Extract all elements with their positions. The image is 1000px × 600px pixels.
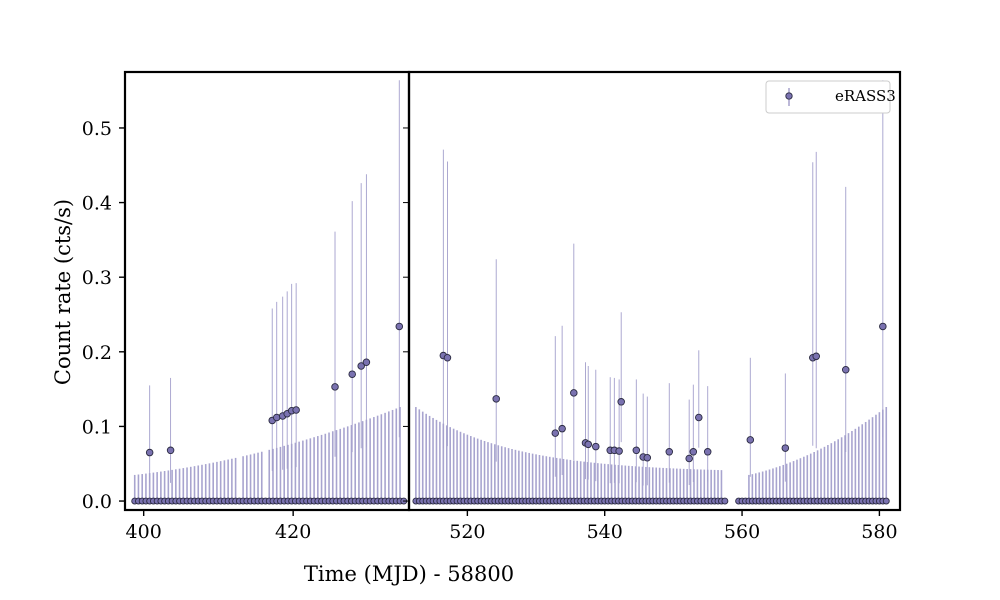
data-point xyxy=(292,406,300,414)
data-point xyxy=(443,354,452,362)
data-point xyxy=(331,383,339,391)
data-point xyxy=(643,454,652,462)
x-tick-label: 520 xyxy=(449,521,485,543)
data-point xyxy=(145,448,154,457)
data-point xyxy=(812,352,820,361)
x-axis-label: Time (MJD) - 58800 xyxy=(304,562,514,586)
x-tick-label: 560 xyxy=(724,521,760,543)
left-panel: 400 420 xyxy=(119,70,411,543)
data-point xyxy=(879,322,887,331)
data-point xyxy=(272,413,281,422)
data-point xyxy=(362,358,371,367)
data-point xyxy=(166,446,175,455)
data-point xyxy=(584,440,592,449)
y-axis-label: Count rate (cts/s) xyxy=(51,199,75,385)
data-point xyxy=(615,447,623,455)
x-tick-label: 580 xyxy=(861,521,897,543)
y-tick-label: 0.1 xyxy=(82,416,112,438)
y-tick-label: 0.4 xyxy=(82,193,112,215)
plot-area xyxy=(412,80,890,505)
legend: eRASS3 xyxy=(765,80,896,114)
y-tick-label: 0.0 xyxy=(82,491,112,513)
zero-rate-point xyxy=(721,497,729,505)
zero-rate-point xyxy=(882,497,890,505)
x-tick-label: 420 xyxy=(275,521,311,543)
data-point xyxy=(551,429,560,437)
data-point xyxy=(665,448,674,456)
y-tick-label: 0.5 xyxy=(82,118,112,140)
data-point xyxy=(348,370,356,378)
data-point xyxy=(695,413,703,422)
y-axis: 0.0 0.1 0.2 0.3 0.4 0.5 xyxy=(82,118,112,513)
data-point xyxy=(395,322,404,331)
x-tick-label: 540 xyxy=(587,521,623,543)
data-point xyxy=(632,446,641,455)
plot-area xyxy=(131,80,408,505)
data-point xyxy=(592,442,600,451)
data-point xyxy=(746,436,755,444)
data-point xyxy=(492,395,500,403)
data-point xyxy=(357,362,365,370)
data-point xyxy=(781,444,790,452)
legend-point-marker xyxy=(785,92,793,100)
panel-frame xyxy=(407,70,902,512)
data-point xyxy=(703,448,712,456)
data-point xyxy=(558,424,566,433)
y-tick-label: 0.3 xyxy=(82,267,112,289)
data-point xyxy=(841,365,850,374)
data-point xyxy=(570,389,578,397)
legend-box xyxy=(765,80,891,114)
data-point xyxy=(685,454,693,463)
right-panel: 520 540 560 580 xyxy=(403,70,902,543)
y-tick-label: 0.2 xyxy=(82,342,112,364)
data-point xyxy=(689,448,698,456)
legend-label: eRASS3 xyxy=(835,87,896,105)
data-point xyxy=(617,398,625,406)
x-tick-label: 400 xyxy=(126,521,162,543)
